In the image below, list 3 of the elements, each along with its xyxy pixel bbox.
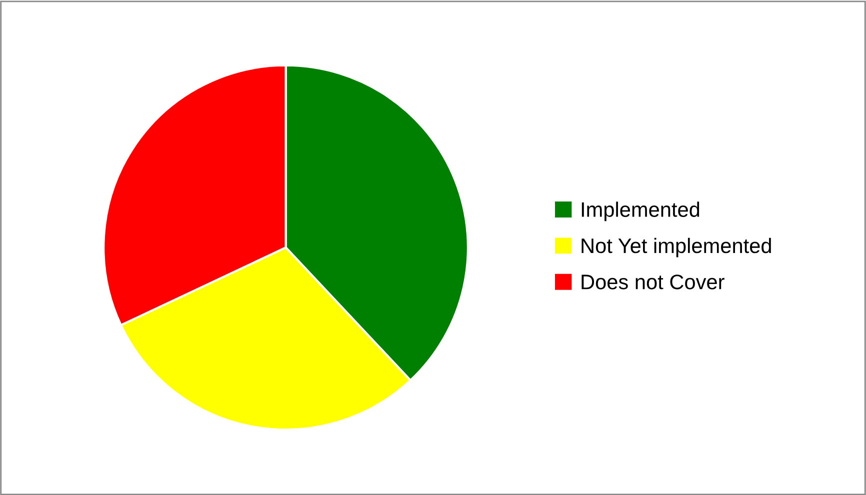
legend-label: Not Yet implemented xyxy=(582,238,771,258)
legend-label: Implemented xyxy=(582,202,700,222)
legend-label: Does not Cover xyxy=(582,274,724,290)
